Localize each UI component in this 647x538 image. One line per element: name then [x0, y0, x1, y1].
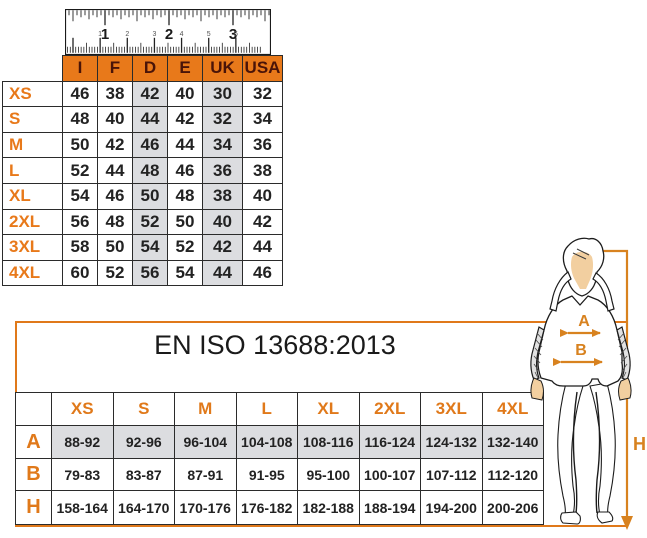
svg-text:B: B [575, 342, 587, 359]
svg-text:A: A [578, 313, 590, 330]
svg-text:H: H [633, 434, 646, 454]
